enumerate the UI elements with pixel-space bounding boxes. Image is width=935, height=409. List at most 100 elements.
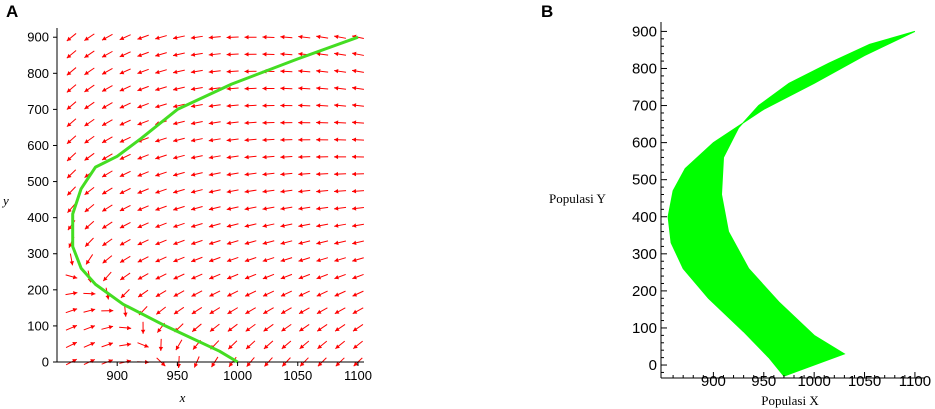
field-arrow [84,118,95,127]
field-arrow [190,69,203,74]
panel-b-x-axis-label: Populasi X [761,393,819,408]
field-arrow [208,35,221,40]
field-arrow [244,273,257,280]
x-tick-label: 900 [106,368,128,383]
field-arrow [299,340,310,350]
y-tick-label: 500 [27,174,49,189]
field-arrow [298,154,311,160]
field-arrow [155,171,167,177]
field-arrow [119,238,131,246]
field-arrow [263,340,274,350]
field-arrow [190,52,203,57]
field-arrow [280,120,293,125]
field-arrow [334,34,347,40]
field-arrow [280,154,293,160]
field-arrow [155,205,167,211]
field-arrow [191,323,202,333]
field-arrow [280,137,293,143]
y-tick-label: 100 [632,320,657,337]
field-arrow [101,85,113,92]
field-arrow [298,257,311,263]
field-arrow [352,324,364,332]
field-arrow [137,120,149,126]
field-arrow [334,324,346,332]
field-arrow [334,223,347,228]
field-arrow [316,290,328,297]
y-tick-label: 100 [27,318,49,333]
field-arrow [244,103,257,108]
field-arrow [101,308,114,313]
field-arrow [119,85,131,92]
field-arrow [84,84,95,93]
panel-b-chart: 900 950 1000 1050 1100 0 100 200 300 400 500 600 700… [549,22,931,408]
field-arrow [244,172,257,177]
field-arrow [85,254,94,265]
field-arrow [66,33,77,42]
field-arrow [351,103,364,108]
field-arrow [334,189,347,194]
field-arrow [281,323,292,332]
trajectory-layer [71,35,359,364]
field-arrow [191,307,203,315]
field-arrow [280,34,293,40]
field-arrow [298,290,310,297]
field-arrow [137,256,149,263]
field-arrow [226,206,239,211]
field-arrow [84,152,95,161]
field-arrow [190,120,203,126]
x-tick-label: 1100 [899,373,931,390]
field-arrow [226,256,239,263]
field-arrow [119,325,132,331]
field-arrow [316,154,329,160]
field-arrow [101,187,113,195]
field-arrow [65,291,78,296]
field-arrow [334,240,347,245]
field-arrow [190,172,203,177]
field-arrow [173,273,185,280]
field-arrow [335,340,346,350]
field-arrow [245,340,256,350]
field-arrow [209,323,220,332]
field-arrow [280,206,293,211]
field-arrow [191,256,203,263]
x-tick-label: 1000 [223,368,252,383]
field-arrow [334,103,347,108]
y-tick-label: 700 [27,102,49,117]
field-arrow [84,220,95,230]
field-arrow [208,223,221,228]
field-arrow [226,154,239,160]
y-tick-label: 200 [27,282,49,297]
field-arrow [101,342,114,348]
field-arrow [190,223,203,228]
x-tick-label: 1050 [848,373,881,390]
field-arrow [298,189,311,194]
field-arrow [172,137,185,143]
field-arrow [172,35,185,40]
field-arrow [66,152,77,162]
field-arrow [244,223,257,228]
field-arrow [245,307,256,315]
field-arrow [102,238,113,247]
field-arrow [155,86,167,92]
field-arrow [102,255,113,264]
field-arrow [351,120,365,125]
direction-field [65,33,365,369]
field-arrow [155,306,167,315]
field-arrow [316,120,329,125]
field-arrow [155,103,167,109]
field-arrow [209,307,221,315]
field-arrow [84,135,95,144]
field-arrow [173,306,185,315]
field-arrow [119,68,131,75]
y-tick-label: 900 [632,23,657,40]
field-arrow [66,67,77,76]
field-arrow [101,153,113,161]
field-arrow [101,136,113,144]
field-arrow [137,51,149,58]
field-arrow [226,86,239,91]
field-arrow [208,189,221,194]
field-arrow [298,273,311,280]
field-arrow [334,171,347,177]
field-arrow [280,171,293,177]
